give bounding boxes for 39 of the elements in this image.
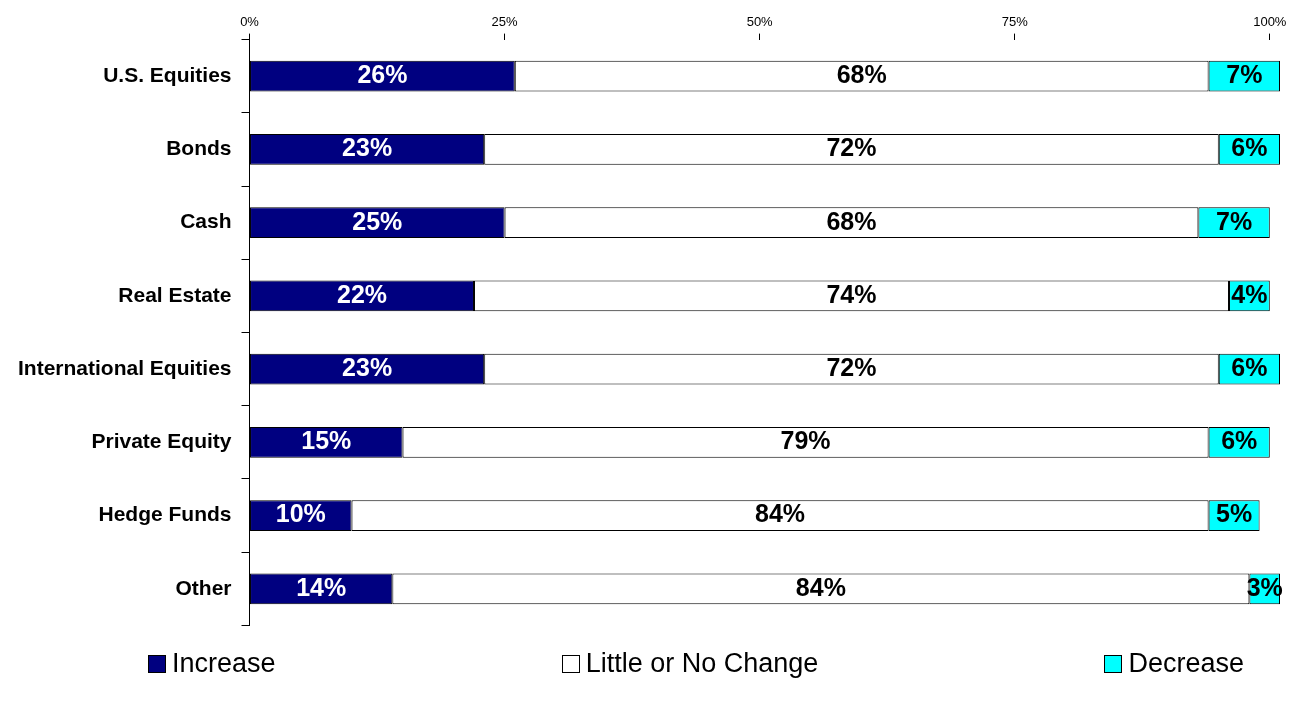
y-tick-label: U.S. Equities xyxy=(103,63,232,87)
data-label: 7% xyxy=(1216,206,1253,235)
data-label: 6% xyxy=(1221,426,1258,455)
legend-label: Decrease xyxy=(1128,648,1244,679)
x-tick-label: 0% xyxy=(240,14,260,30)
y-tick-label: Private Equity xyxy=(91,429,232,453)
y-tick-label: Other xyxy=(175,575,232,599)
data-label: 84% xyxy=(755,499,806,528)
data-label: 5% xyxy=(1216,499,1253,528)
data-label: 72% xyxy=(826,353,877,381)
y-tick-label: International Equities xyxy=(18,355,232,379)
y-tick-label: Hedge Funds xyxy=(98,502,232,526)
data-label: 68% xyxy=(826,206,877,235)
x-tick-label: 50% xyxy=(746,14,774,30)
data-label: 74% xyxy=(826,279,877,308)
data-label: 6% xyxy=(1231,133,1268,162)
data-label: 79% xyxy=(780,426,831,455)
x-tick-label: 25% xyxy=(491,14,519,30)
data-label: 26% xyxy=(357,60,408,89)
data-label: 84% xyxy=(795,572,846,601)
legend-label: Increase xyxy=(172,648,276,679)
y-tick-label: Cash xyxy=(180,209,232,233)
series-label: Little or No Change xyxy=(585,648,819,679)
data-label: 23% xyxy=(342,353,393,381)
data-label: 68% xyxy=(836,60,887,89)
y-tick-label: Real Estate xyxy=(118,282,232,306)
data-label: 23% xyxy=(342,133,393,162)
data-label: 4% xyxy=(1231,279,1268,308)
y-tick-label: Bonds xyxy=(166,136,232,160)
x-tick-label: 100% xyxy=(1253,14,1287,30)
x-tick-label: 75% xyxy=(1001,14,1029,30)
data-label: 14% xyxy=(296,572,347,601)
data-label: 7% xyxy=(1226,60,1263,89)
data-label: 10% xyxy=(275,499,326,528)
data-label: 72% xyxy=(826,133,877,162)
data-label: 15% xyxy=(301,426,352,455)
data-label: 6% xyxy=(1231,353,1268,381)
data-label: 25% xyxy=(352,206,403,235)
data-label: 22% xyxy=(336,279,388,308)
